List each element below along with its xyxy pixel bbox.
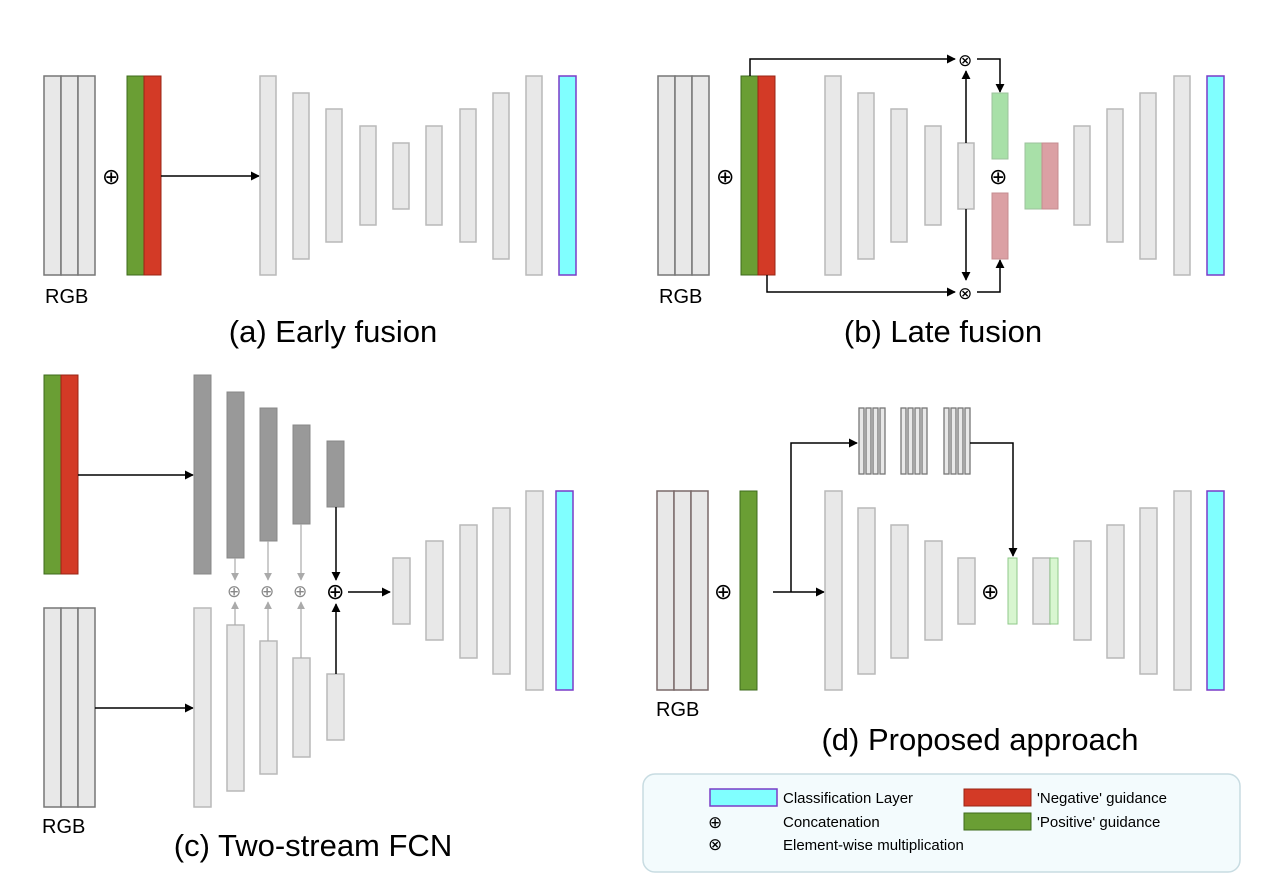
guidance-feature-map — [1007, 557, 1018, 625]
caption-two-stream: (c) Two-stream FCN — [174, 828, 452, 863]
positive-guidance-path — [749, 54, 956, 76]
decoder-layers — [392, 490, 544, 691]
legend-multiply-symbol: ⊗ — [708, 835, 722, 854]
rgb-label: RGB — [45, 286, 88, 308]
fused-guidance-map — [1049, 557, 1059, 625]
classification-layer — [1206, 490, 1225, 691]
rgb-input-block — [657, 75, 710, 276]
legend-concat-label: Concatenation — [783, 814, 880, 831]
positive-guidance-channel — [740, 75, 759, 276]
legend-concat-symbol: ⊕ — [708, 813, 722, 832]
concat-symbol: ⊕ — [714, 579, 732, 604]
intermediate-fusion-links — [231, 524, 305, 658]
guidance-stream-layers — [193, 374, 345, 575]
encoder-layers — [824, 490, 976, 691]
rgb-input-block — [656, 490, 709, 691]
concat-symbol-faint: ⊕ — [293, 582, 307, 601]
rgb-label: RGB — [656, 699, 699, 721]
legend-negative-swatch — [963, 788, 1032, 807]
fused-negative-map — [1041, 142, 1059, 210]
negative-guidance-channel — [60, 374, 79, 575]
negative-guidance-channel — [143, 75, 162, 276]
multiply-symbol-top: ⊗ — [958, 51, 972, 70]
legend-classification-label: Classification Layer — [783, 790, 913, 807]
concat-symbol-main: ⊕ — [326, 579, 344, 604]
rgb-label: RGB — [42, 816, 85, 838]
caption-proposed: (d) Proposed approach — [821, 722, 1138, 757]
classification-layer — [1206, 75, 1225, 276]
concat-symbol-fusion: ⊕ — [989, 164, 1007, 189]
rgb-stream-layers — [193, 607, 345, 808]
legend-positive-label: 'Positive' guidance — [1037, 814, 1160, 831]
bottom-product-arrow — [977, 259, 1005, 293]
decoder-layers — [1073, 490, 1192, 691]
classification-layer — [555, 490, 574, 691]
positive-guidance-channel — [43, 374, 62, 575]
positive-guidance-channel — [739, 490, 758, 691]
guidance-encoder-blocks — [858, 407, 971, 475]
legend-negative-label: 'Negative' guidance — [1037, 790, 1167, 807]
panel-early-fusion: RGB ⊕ (a) Early fusion — [43, 75, 577, 349]
legend-positive-swatch — [963, 812, 1032, 831]
rgb-input-block — [43, 75, 96, 276]
multiply-symbol-bottom: ⊗ — [958, 284, 972, 303]
concat-symbol-fusion: ⊕ — [981, 579, 999, 604]
negative-guidance-path — [766, 275, 956, 297]
panel-two-stream: RGB ⊕ ⊕ ⊕ ⊕ — [42, 374, 574, 863]
fused-positive-map — [1024, 142, 1043, 210]
legend: Classification Layer 'Negative' guidance… — [642, 773, 1241, 873]
rgb-label: RGB — [659, 286, 702, 308]
positive-feature-map — [991, 92, 1009, 160]
concat-symbol-faint: ⊕ — [260, 582, 274, 601]
concat-symbol-faint: ⊕ — [227, 582, 241, 601]
caption-late-fusion: (b) Late fusion — [844, 314, 1042, 349]
concat-symbol: ⊕ — [716, 164, 734, 189]
legend-multiply-label: Element-wise multiplication — [783, 837, 964, 854]
panel-proposed: RGB ⊕ ⊕ — [656, 407, 1225, 757]
legend-box — [642, 773, 1241, 873]
rgb-stream-layers — [824, 75, 975, 276]
legend-classification-swatch — [709, 788, 778, 807]
negative-feature-map — [991, 192, 1009, 260]
top-product-arrow — [977, 58, 1005, 93]
encoder-decoder-layers — [259, 75, 543, 276]
negative-guidance-channel — [757, 75, 776, 276]
classification-layer — [558, 75, 577, 276]
fused-rgb-map — [1032, 557, 1051, 625]
guidance-feature-path — [970, 442, 1018, 557]
caption-early-fusion: (a) Early fusion — [229, 314, 437, 349]
positive-guidance-channel — [126, 75, 145, 276]
decoder-layers — [1073, 75, 1191, 276]
rgb-input-block — [43, 607, 96, 808]
concat-symbol: ⊕ — [102, 164, 120, 189]
guidance-branch-path — [790, 438, 858, 592]
panel-late-fusion: RGB ⊕ ⊗ ⊗ ⊕ (b) Late f — [657, 51, 1225, 349]
